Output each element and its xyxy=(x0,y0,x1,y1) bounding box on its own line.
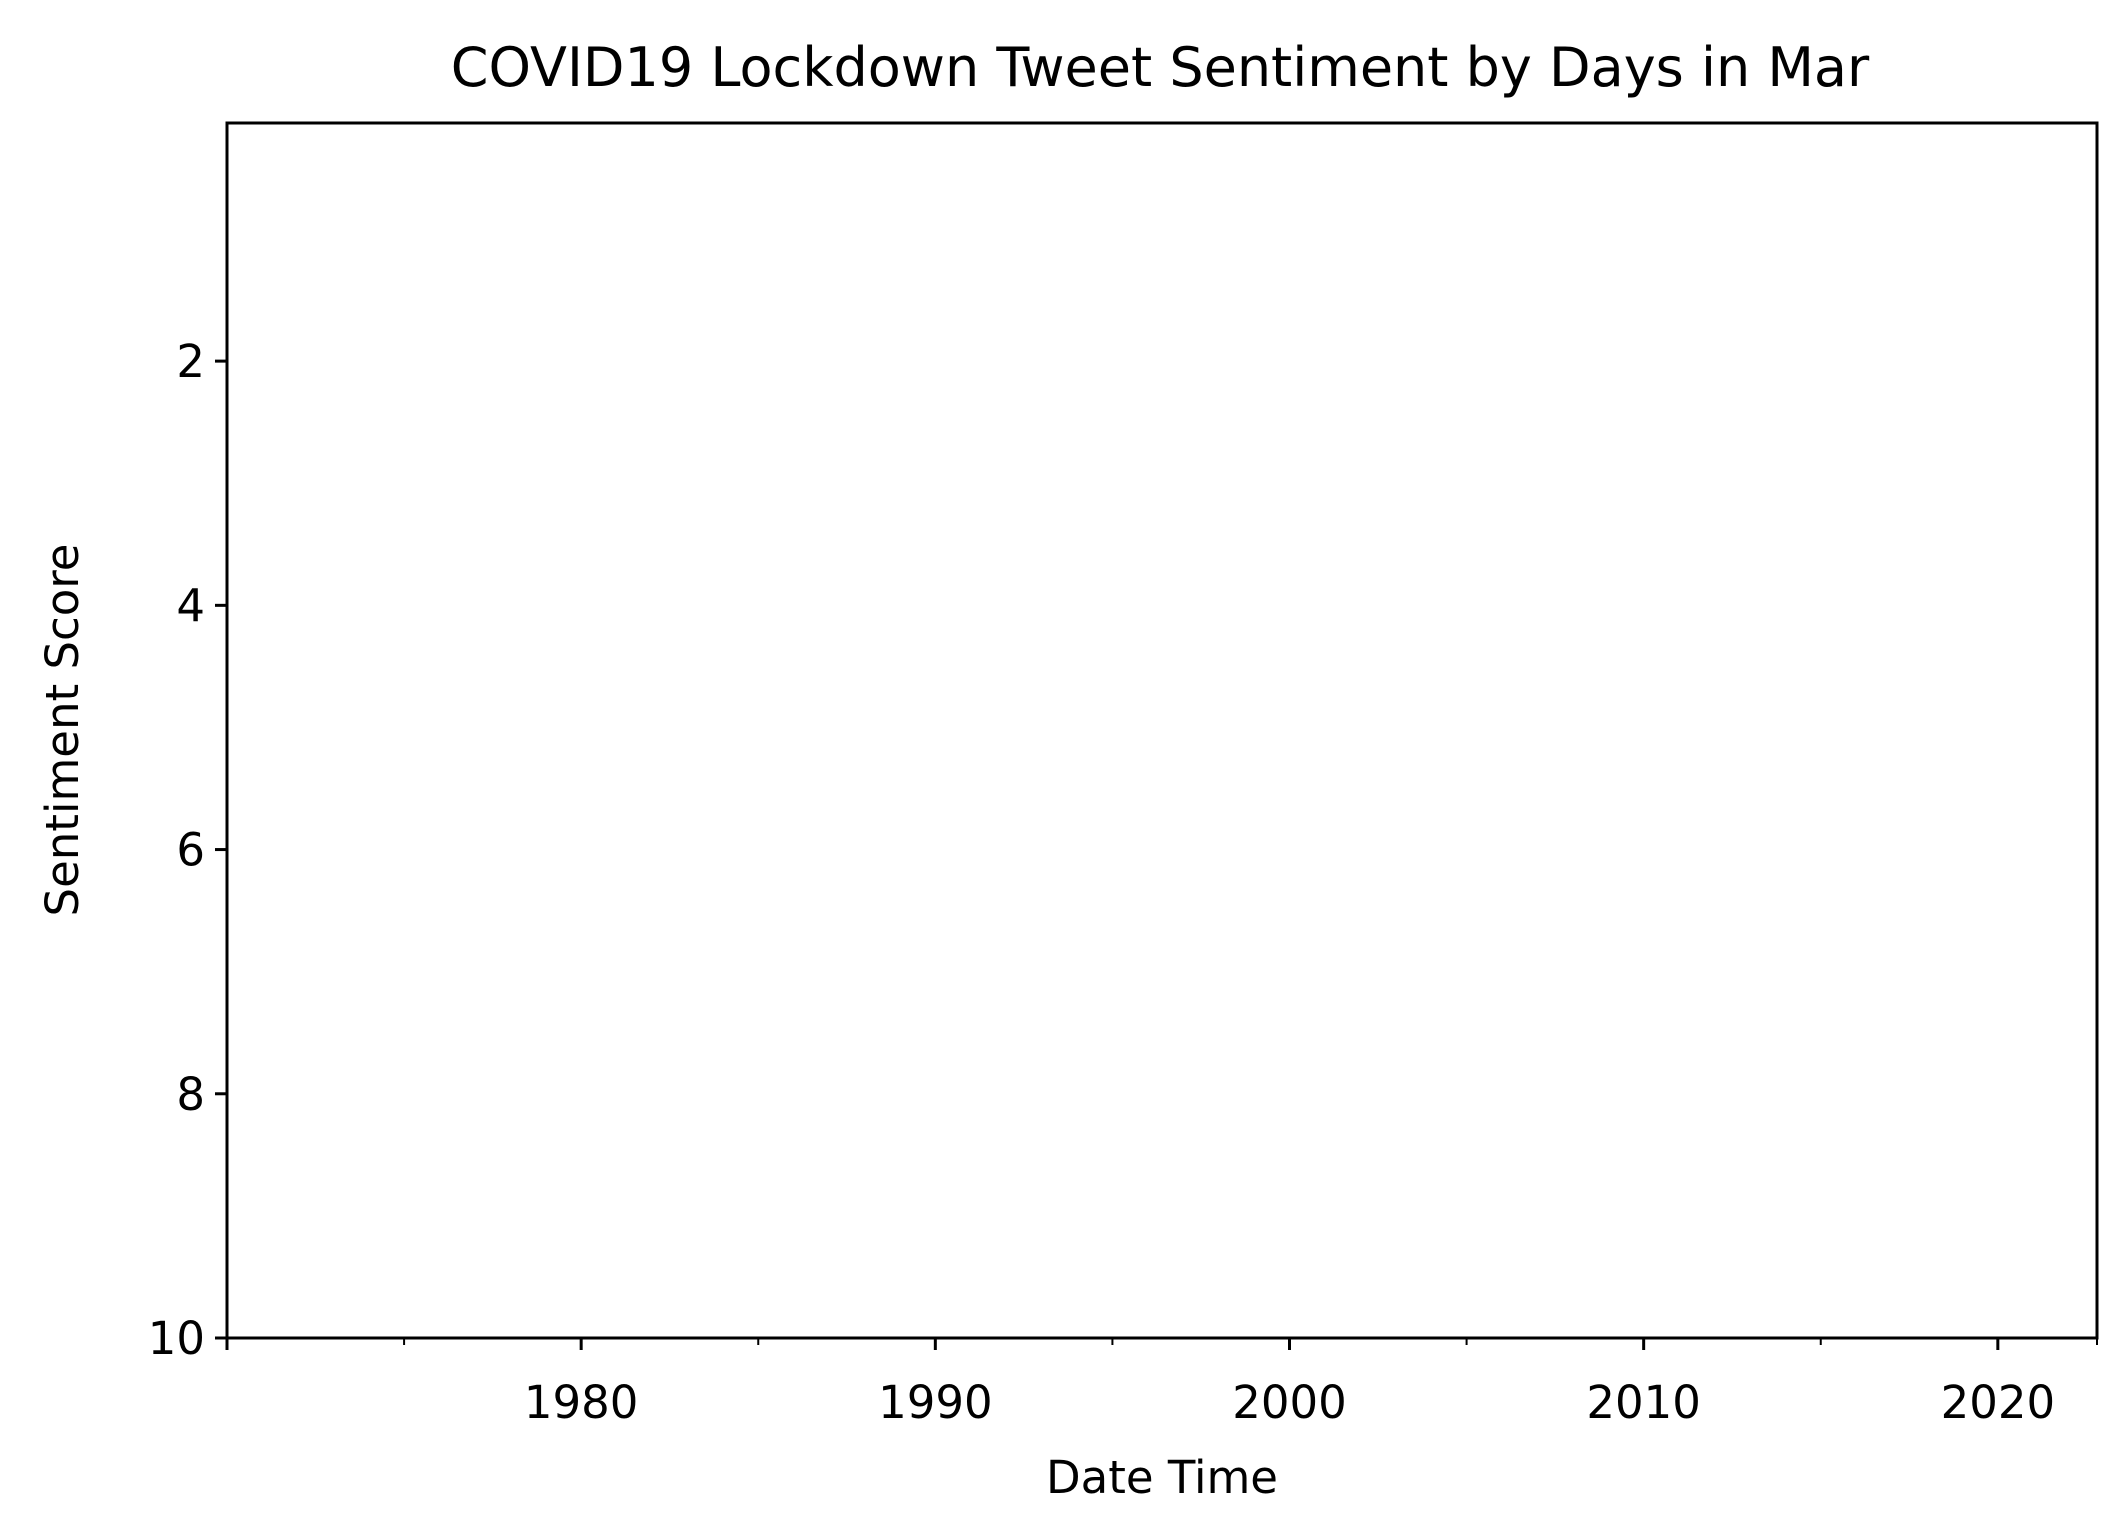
y-axis-ticks: 2 4 6 8 10 xyxy=(148,335,227,1365)
x-tick-label: 1990 xyxy=(878,1376,993,1429)
x-axis-ticks: 1980 1990 2000 2010 2020 xyxy=(225,1338,2098,1429)
x-tick-label: 2010 xyxy=(1586,1376,1701,1429)
y-tick-label: 8 xyxy=(176,1068,205,1121)
chart-title: COVID19 Lockdown Tweet Sentiment by Days… xyxy=(451,36,1870,99)
x-axis-label: Date Time xyxy=(1046,1451,1278,1504)
y-tick-label: 2 xyxy=(176,335,205,388)
x-tick-label: 1980 xyxy=(524,1376,639,1429)
x-tick-label: 2020 xyxy=(1941,1376,2056,1429)
plot-area-frame xyxy=(225,121,2099,1340)
y-tick-label: 6 xyxy=(176,824,205,877)
x-tick-label: 2000 xyxy=(1232,1376,1347,1429)
y-axis-label: Sentiment Score xyxy=(36,544,89,917)
y-tick-label: 4 xyxy=(176,579,205,632)
y-tick-label: 10 xyxy=(148,1312,205,1365)
